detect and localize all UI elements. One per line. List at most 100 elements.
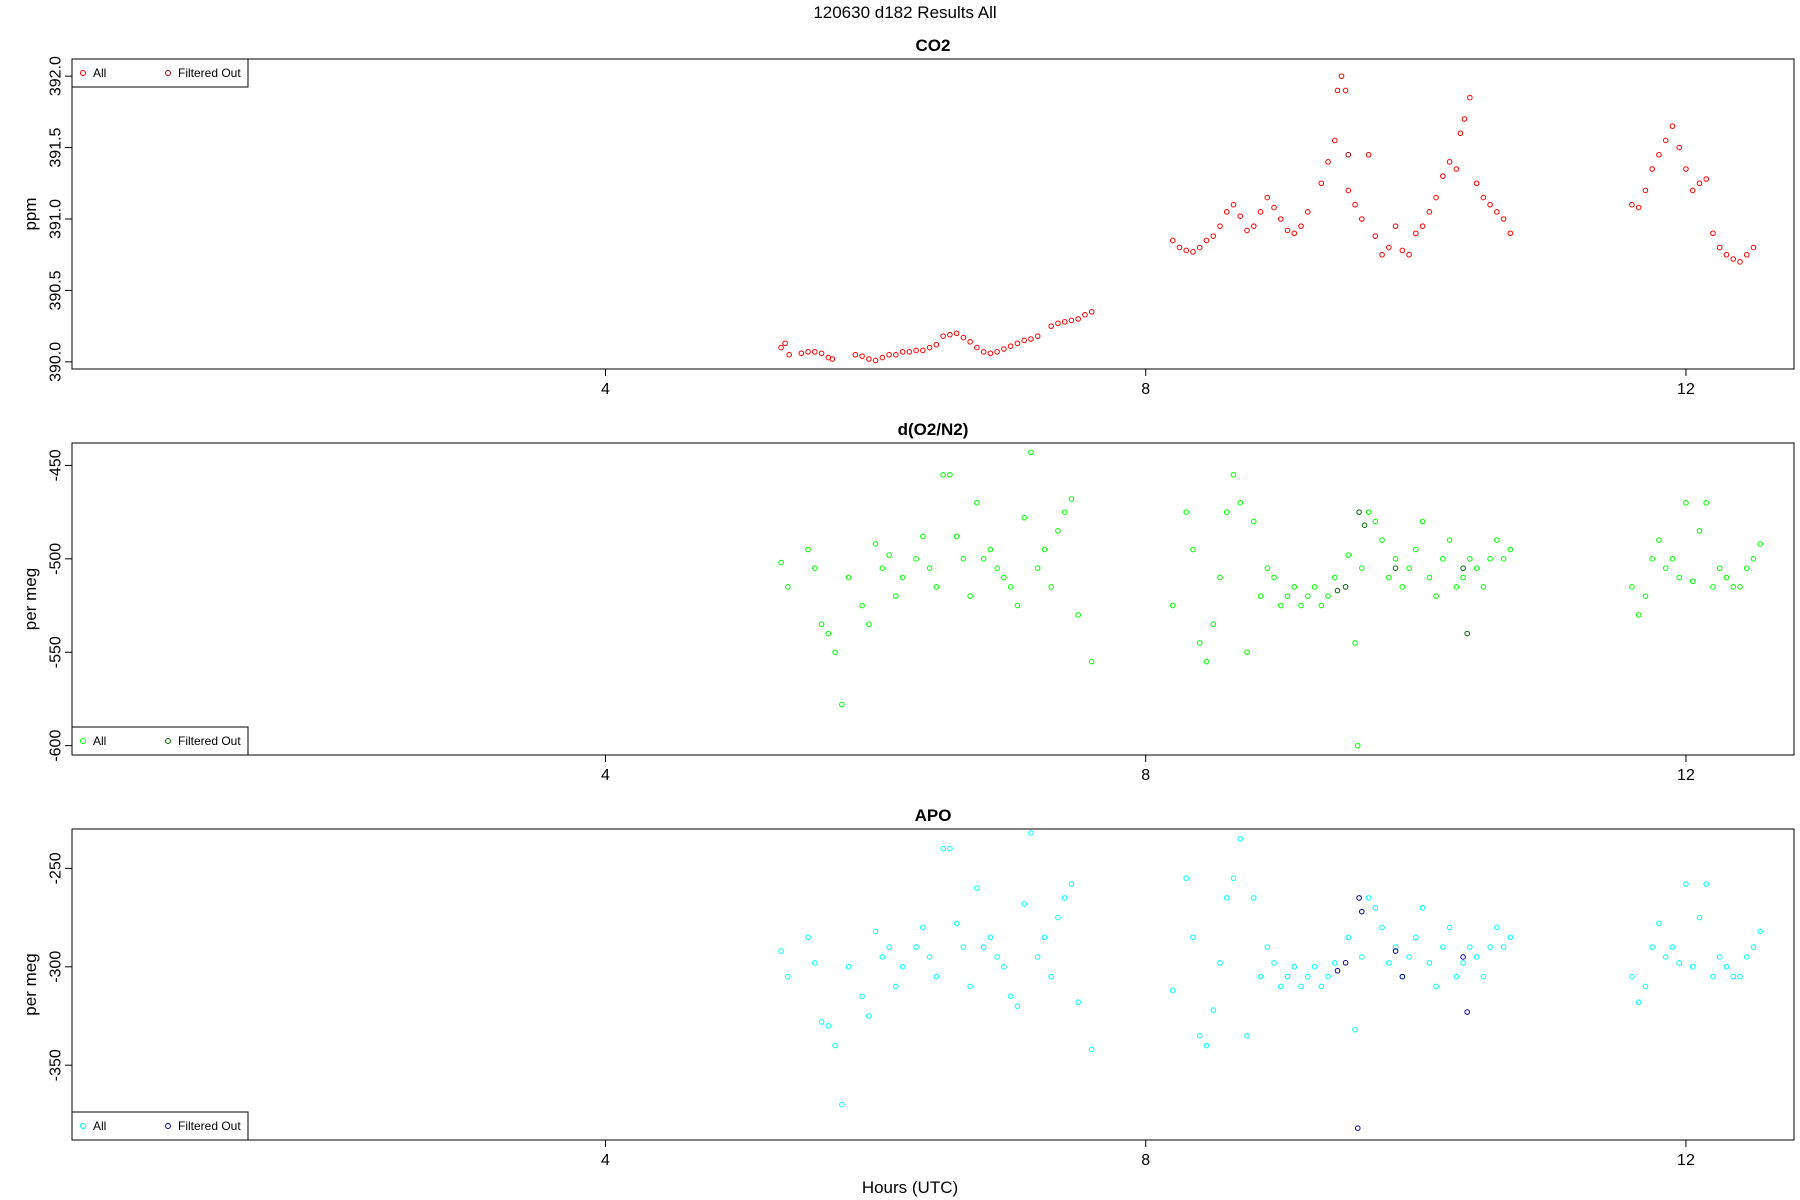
data-point-all	[1271, 960, 1277, 966]
data-point-all	[953, 330, 960, 337]
data-point-all	[1696, 180, 1703, 187]
data-point-all	[1196, 640, 1203, 646]
data-point-all	[1088, 1046, 1095, 1053]
data-point-filtered	[1392, 948, 1399, 954]
y-tick-label: 391.0	[48, 199, 65, 239]
data-point-all	[1068, 881, 1075, 887]
data-point-all	[1223, 509, 1230, 515]
data-point-all	[829, 356, 836, 362]
data-point-all	[1264, 565, 1271, 571]
data-point-all	[1710, 230, 1716, 237]
data-point-all	[805, 546, 811, 553]
data-point-all	[1426, 960, 1433, 966]
data-point-all	[1419, 904, 1426, 911]
data-point-all	[1203, 237, 1210, 244]
data-point-all	[1203, 658, 1210, 665]
data-point-all	[1433, 593, 1439, 599]
data-point-all	[1629, 973, 1635, 980]
data-point-all	[1021, 337, 1027, 344]
legend-label: Filtered Out	[178, 734, 241, 748]
data-point-all	[1230, 875, 1237, 882]
data-point-all	[1169, 987, 1176, 994]
data-point-all	[1061, 895, 1068, 901]
data-point-all	[1075, 316, 1081, 322]
data-point-all	[1318, 180, 1325, 187]
data-point-all	[1453, 584, 1460, 590]
data-point-all	[1473, 954, 1480, 960]
data-point-all	[1210, 233, 1217, 239]
data-point-all	[1311, 584, 1318, 590]
data-point-all	[1345, 187, 1352, 194]
data-point-all	[1291, 584, 1298, 590]
y-tick-label: 390.0	[48, 342, 65, 382]
data-point-all	[980, 556, 987, 562]
data-point-all	[1325, 973, 1331, 980]
data-point-all	[940, 333, 946, 339]
data-point-all	[786, 351, 792, 358]
data-point-all	[818, 621, 825, 628]
plot-frame	[71, 58, 1795, 370]
data-point-all	[1014, 602, 1021, 609]
data-point-all	[1183, 247, 1190, 254]
data-point-filtered	[1334, 587, 1341, 594]
legend-marker	[165, 738, 171, 744]
data-point-all	[1284, 593, 1291, 599]
data-point-all	[879, 354, 886, 361]
data-point-all	[1217, 223, 1223, 229]
data-point-all	[933, 973, 940, 980]
data-point-all	[1007, 584, 1014, 590]
data-point-all	[818, 350, 825, 357]
data-point-all	[1001, 346, 1007, 352]
data-point-all	[812, 960, 818, 966]
data-point-all	[1372, 904, 1379, 911]
data-point-all	[778, 559, 784, 566]
data-point-all	[1379, 537, 1385, 543]
data-point-all	[879, 954, 886, 960]
x-tick-label: 4	[601, 381, 610, 398]
legend-marker	[80, 70, 86, 76]
data-point-all	[1217, 960, 1223, 966]
data-point-all	[1304, 973, 1311, 980]
data-point-all	[947, 471, 953, 478]
data-point-all	[1507, 546, 1514, 553]
data-point-all	[1696, 914, 1703, 921]
data-point-all	[805, 349, 811, 355]
data-point-all	[1061, 319, 1068, 325]
data-point-all	[1034, 954, 1041, 960]
data-point-all	[1088, 658, 1095, 665]
data-point-all	[1750, 244, 1757, 251]
data-point-all	[859, 993, 865, 1000]
data-point-all	[974, 344, 980, 351]
data-point-all	[1737, 973, 1743, 980]
data-point-all	[1392, 556, 1399, 562]
data-point-all	[1250, 895, 1257, 901]
data-point-all	[1703, 499, 1710, 506]
data-point-all	[913, 556, 919, 562]
data-point-all	[1453, 973, 1460, 980]
data-point-all	[1298, 223, 1304, 229]
data-point-all	[1406, 251, 1412, 258]
data-point-all	[1284, 973, 1291, 980]
y-tick-label: 390.5	[48, 270, 65, 310]
data-point-all	[1075, 612, 1081, 618]
data-point-all	[1743, 954, 1750, 960]
data-point-all	[893, 983, 899, 990]
data-point-all	[1082, 311, 1088, 318]
data-point-filtered	[1399, 973, 1406, 980]
data-point-all	[1257, 593, 1264, 599]
y-tick-label: 391.5	[48, 127, 65, 167]
data-point-all	[872, 541, 879, 547]
data-point-all	[1737, 584, 1743, 590]
y-tick-label: -250	[48, 852, 65, 884]
data-point-all	[1669, 123, 1676, 129]
x-tick-label: 8	[1141, 767, 1150, 784]
data-point-all	[1264, 944, 1271, 950]
data-point-all	[1001, 574, 1007, 581]
data-point-all	[1494, 209, 1500, 215]
data-point-all	[1703, 881, 1710, 887]
data-point-all	[1041, 546, 1048, 553]
data-point-all	[832, 649, 838, 656]
data-point-all	[1372, 518, 1379, 525]
data-point-all	[1487, 556, 1493, 562]
